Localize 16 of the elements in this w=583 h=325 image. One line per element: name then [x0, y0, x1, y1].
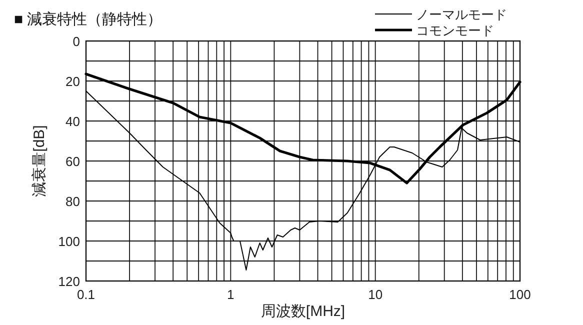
x-tick-label: 10: [368, 287, 383, 302]
y-tick-label: 120: [58, 274, 80, 289]
x-tick-label: 0.1: [76, 287, 96, 302]
x-tick-label: 100: [509, 287, 531, 302]
x-axis-title: 周波数[MHz]: [260, 303, 346, 320]
legend-label: コモンモード: [416, 23, 494, 38]
x-tick-label: 1: [227, 287, 234, 302]
y-axis-title: 減衰量[dB]: [31, 125, 48, 197]
y-tick-label: 20: [66, 74, 80, 89]
legend-label: ノーマルモード: [416, 7, 507, 22]
y-tick-label: 0: [72, 34, 80, 49]
y-tick-label: 100: [58, 234, 80, 249]
y-tick-label: 40: [66, 114, 80, 129]
chart-title: ■ 減衰特性（静特性）: [14, 11, 162, 28]
y-tick-label: 80: [66, 194, 80, 209]
y-tick-label: 60: [66, 154, 80, 169]
